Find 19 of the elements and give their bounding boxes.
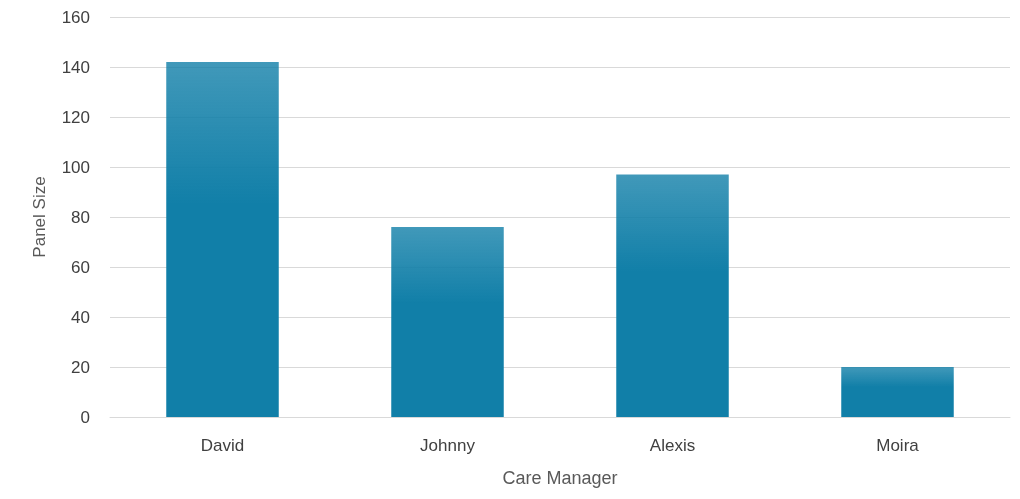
bar [616, 174, 729, 417]
x-tick-label: David [200, 436, 245, 455]
y-tick-label: 80 [71, 207, 90, 227]
y-tick-label: 160 [61, 7, 90, 27]
y-tick-label: 0 [80, 407, 90, 427]
x-tick-label: Alexis [649, 436, 696, 455]
bar [391, 227, 504, 417]
y-axis-title: Panel Size [30, 176, 49, 258]
y-tick-label: 60 [71, 257, 90, 277]
x-tick-label: Moira [876, 436, 920, 455]
bar [841, 367, 954, 417]
x-tick-label: Johnny [420, 436, 476, 455]
y-tick-label: 40 [71, 307, 90, 327]
y-tick-label: 120 [61, 107, 90, 127]
bar [166, 62, 279, 417]
y-tick-label: 20 [71, 357, 90, 377]
y-tick-label: 100 [61, 157, 90, 177]
x-axis-title: Care Manager [502, 468, 618, 488]
y-tick-label: 140 [61, 57, 90, 77]
